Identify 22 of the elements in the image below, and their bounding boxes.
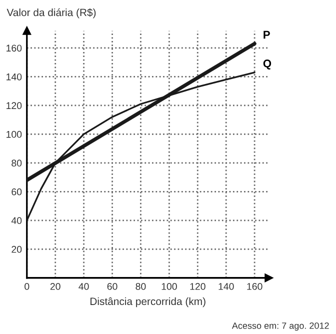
series-label: P xyxy=(264,30,270,39)
y-tick-label: 100 xyxy=(6,130,22,138)
y-tick-label: 80 xyxy=(12,160,22,167)
y-tick-label: 40 xyxy=(11,217,22,224)
x-tick-label: 120 xyxy=(190,283,206,290)
x-tick-label: 160 xyxy=(247,283,262,290)
x-tick-label: 20 xyxy=(50,283,60,290)
series-label: Q xyxy=(263,60,272,70)
y-tick-label: 140 xyxy=(6,73,22,80)
y-tick-label: 20 xyxy=(12,246,22,253)
x-axis-title: Distância percorrida (km) xyxy=(90,297,206,308)
y-tick-label: 120 xyxy=(6,102,22,110)
y-tick-label: 160 xyxy=(6,44,22,52)
y-axis-title: Valor da diária (R$) xyxy=(6,8,96,18)
y-tick-label: 60 xyxy=(12,188,22,196)
x-tick-label: 100 xyxy=(162,283,177,290)
text: Acesso em: 7 ago. 2012 xyxy=(232,322,329,331)
x-tick-label: 140 xyxy=(218,283,234,290)
x-tick-label: 60 xyxy=(107,283,118,290)
x-tick-label: 0 xyxy=(24,283,30,290)
x-tick-label: 40 xyxy=(78,283,89,290)
x-tick-label: 80 xyxy=(136,283,146,290)
